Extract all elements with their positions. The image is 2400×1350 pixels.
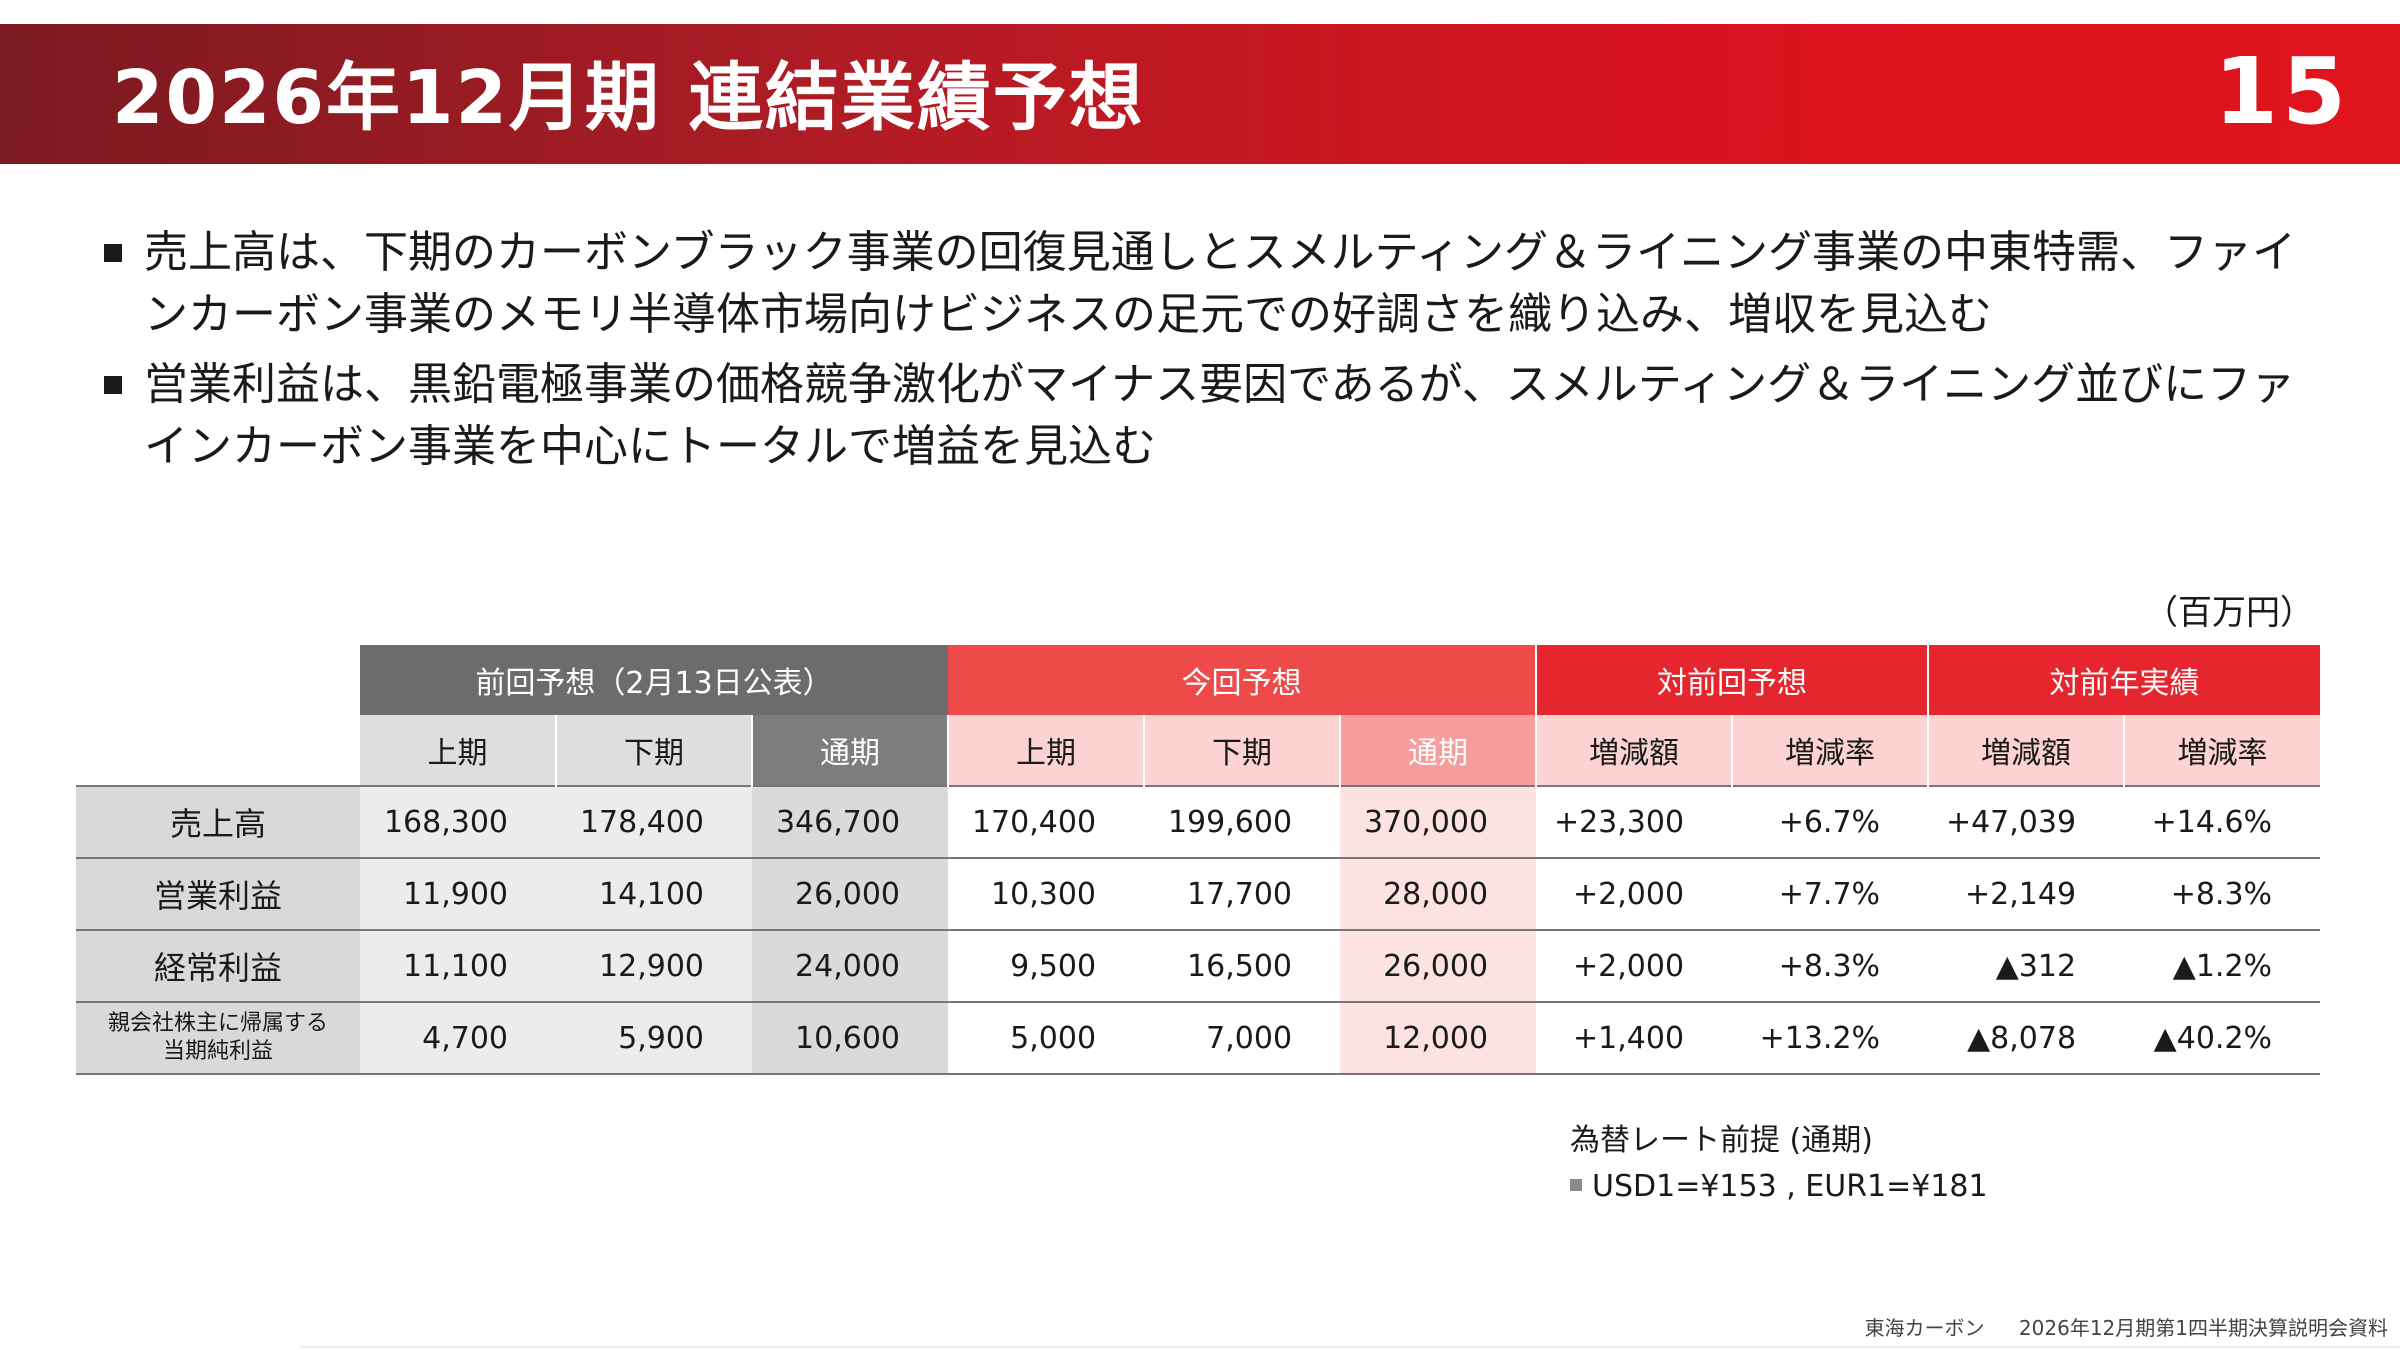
header-empty-cell xyxy=(76,715,360,786)
value-cell: 199,600 xyxy=(1144,785,1341,859)
value-cell: 4,700 xyxy=(360,1002,556,1075)
fx-assumption: 為替レート前提 (通期) USD1=¥153 , EUR1=¥181 xyxy=(1570,1118,1988,1210)
sub-header-cur-full: 通期 xyxy=(1339,715,1537,786)
header-banner: 2026年12月期 連結業績予想 15 xyxy=(0,24,2400,164)
value-cell: ▲40.2% xyxy=(2124,1002,2321,1075)
value-cell: ▲8,078 xyxy=(1928,1002,2125,1075)
table-row: 親会社株主に帰属する 当期純利益 4,700 5,900 10,600 5,00… xyxy=(76,1002,2321,1075)
value-cell: 168,300 xyxy=(360,785,556,859)
sub-header-cur-h1: 上期 xyxy=(947,715,1145,786)
value-cell: 10,300 xyxy=(948,858,1145,931)
value-cell: 5,900 xyxy=(556,1002,752,1075)
bullet-item: 営業利益は、黒鉛電極事業の価格競争激化がマイナス要因であるが、スメルティング＆ラ… xyxy=(102,354,2322,478)
sub-header-vs-prev-rate: 増減率 xyxy=(1731,715,1929,786)
unit-label: （百万円） xyxy=(2144,593,2314,633)
value-cell: 170,400 xyxy=(948,785,1145,859)
value-cell: 26,000 xyxy=(1340,930,1537,1003)
value-cell: 11,100 xyxy=(360,930,556,1003)
row-label-line: 当期純利益 xyxy=(162,1039,273,1064)
square-bullet-icon xyxy=(1570,1178,1582,1191)
value-cell: +13.2% xyxy=(1732,1002,1929,1075)
bullet-text: 営業利益は、黒鉛電極事業の価格競争激化がマイナス要因であるが、スメルティング＆ラ… xyxy=(144,359,2296,472)
footer-company: 東海カーボン xyxy=(1864,1316,1985,1340)
value-cell: 346,700 xyxy=(752,785,949,859)
bullet-item: 売上高は、下期のカーボンブラック事業の回復見通しとスメルティング＆ライニング事業… xyxy=(102,222,2322,346)
value-cell: 10,600 xyxy=(752,1002,949,1075)
value-cell: ▲1.2% xyxy=(2124,930,2321,1003)
value-cell: 11,900 xyxy=(360,858,556,931)
value-cell: 178,400 xyxy=(556,785,752,859)
value-cell: +6.7% xyxy=(1732,785,1929,859)
value-cell: +2,000 xyxy=(1536,858,1733,931)
sub-header-cur-h2: 下期 xyxy=(1143,715,1341,786)
sub-header-vs-ly-rate: 増減率 xyxy=(2123,715,2321,786)
bullet-list: 売上高は、下期のカーボンブラック事業の回復見通しとスメルティング＆ライニング事業… xyxy=(102,222,2322,486)
value-cell: 16,500 xyxy=(1144,930,1341,1003)
value-cell: +2,000 xyxy=(1536,930,1733,1003)
sub-header-vs-ly-change: 増減額 xyxy=(1927,715,2125,786)
sub-header-prev-full: 通期 xyxy=(750,715,949,786)
row-label-line: 親会社株主に帰属する xyxy=(107,1011,328,1036)
group-header-previous: 前回予想（2月13日公表） xyxy=(360,645,949,715)
value-cell: +1,400 xyxy=(1536,1002,1733,1075)
table-row: 営業利益 11,900 14,100 26,000 10,300 17,700 … xyxy=(76,858,2321,931)
value-cell: 14,100 xyxy=(556,858,752,931)
value-cell: 24,000 xyxy=(752,930,949,1003)
group-header-vs-last-year: 対前年実績 xyxy=(1927,645,2321,715)
footer-divider xyxy=(300,1346,2400,1348)
fx-rate-line: USD1=¥153 , EUR1=¥181 xyxy=(1570,1164,1988,1210)
header-empty-cell xyxy=(76,645,360,715)
value-cell: +8.3% xyxy=(2124,858,2321,931)
table-row: 売上高 168,300 178,400 346,700 170,400 199,… xyxy=(76,785,2321,859)
value-cell: +14.6% xyxy=(2124,785,2321,859)
value-cell: 7,000 xyxy=(1144,1002,1341,1075)
sub-header-prev-h1: 上期 xyxy=(360,715,556,786)
value-cell: 28,000 xyxy=(1340,858,1537,931)
fx-title: 為替レート前提 (通期) xyxy=(1570,1123,1873,1158)
group-header-current: 今回予想 xyxy=(948,645,1537,715)
row-label: 売上高 xyxy=(76,785,360,859)
table-group-header-row: 前回予想（2月13日公表） 今回予想 対前回予想 対前年実績 xyxy=(76,645,2321,715)
value-cell: 9,500 xyxy=(948,930,1145,1003)
value-cell: 12,000 xyxy=(1340,1002,1537,1075)
value-cell: 17,700 xyxy=(1144,858,1341,931)
page-title: 2026年12月期 連結業績予想 xyxy=(112,55,1145,141)
value-cell: +8.3% xyxy=(1732,930,1929,1003)
group-header-vs-previous: 対前回予想 xyxy=(1535,645,1929,715)
table-sub-header-row: 上期 下期 通期 上期 下期 通期 増減額 増減率 増減額 増減率 xyxy=(76,715,2321,786)
value-cell: +23,300 xyxy=(1536,785,1733,859)
value-cell: 370,000 xyxy=(1340,785,1537,859)
footer-document: 2026年12月期第1四半期決算説明会資料 xyxy=(2018,1316,2388,1340)
row-label: 親会社株主に帰属する 当期純利益 xyxy=(76,1002,360,1075)
square-bullet-icon xyxy=(104,244,122,262)
value-cell: ▲312 xyxy=(1928,930,2125,1003)
fx-rate: USD1=¥153 , EUR1=¥181 xyxy=(1592,1169,1988,1204)
table-row: 経常利益 11,100 12,900 24,000 9,500 16,500 2… xyxy=(76,930,2321,1003)
value-cell: +7.7% xyxy=(1732,858,1929,931)
bullet-text: 売上高は、下期のカーボンブラック事業の回復見通しとスメルティング＆ライニング事業… xyxy=(144,227,2297,340)
square-bullet-icon xyxy=(104,376,122,394)
value-cell: 12,900 xyxy=(556,930,752,1003)
sub-header-prev-h2: 下期 xyxy=(555,715,752,786)
value-cell: +47,039 xyxy=(1928,785,2125,859)
forecast-table: 前回予想（2月13日公表） 今回予想 対前回予想 対前年実績 上期 下期 通期 … xyxy=(76,645,2321,1075)
page-number: 15 xyxy=(2213,38,2350,145)
sub-header-vs-prev-change: 増減額 xyxy=(1535,715,1733,786)
footer: 東海カーボン 2026年12月期第1四半期決算説明会資料 xyxy=(1837,1312,2388,1341)
row-label: 営業利益 xyxy=(76,858,360,931)
value-cell: 5,000 xyxy=(948,1002,1145,1075)
row-label: 経常利益 xyxy=(76,930,360,1003)
value-cell: 26,000 xyxy=(752,858,949,931)
value-cell: +2,149 xyxy=(1928,858,2125,931)
